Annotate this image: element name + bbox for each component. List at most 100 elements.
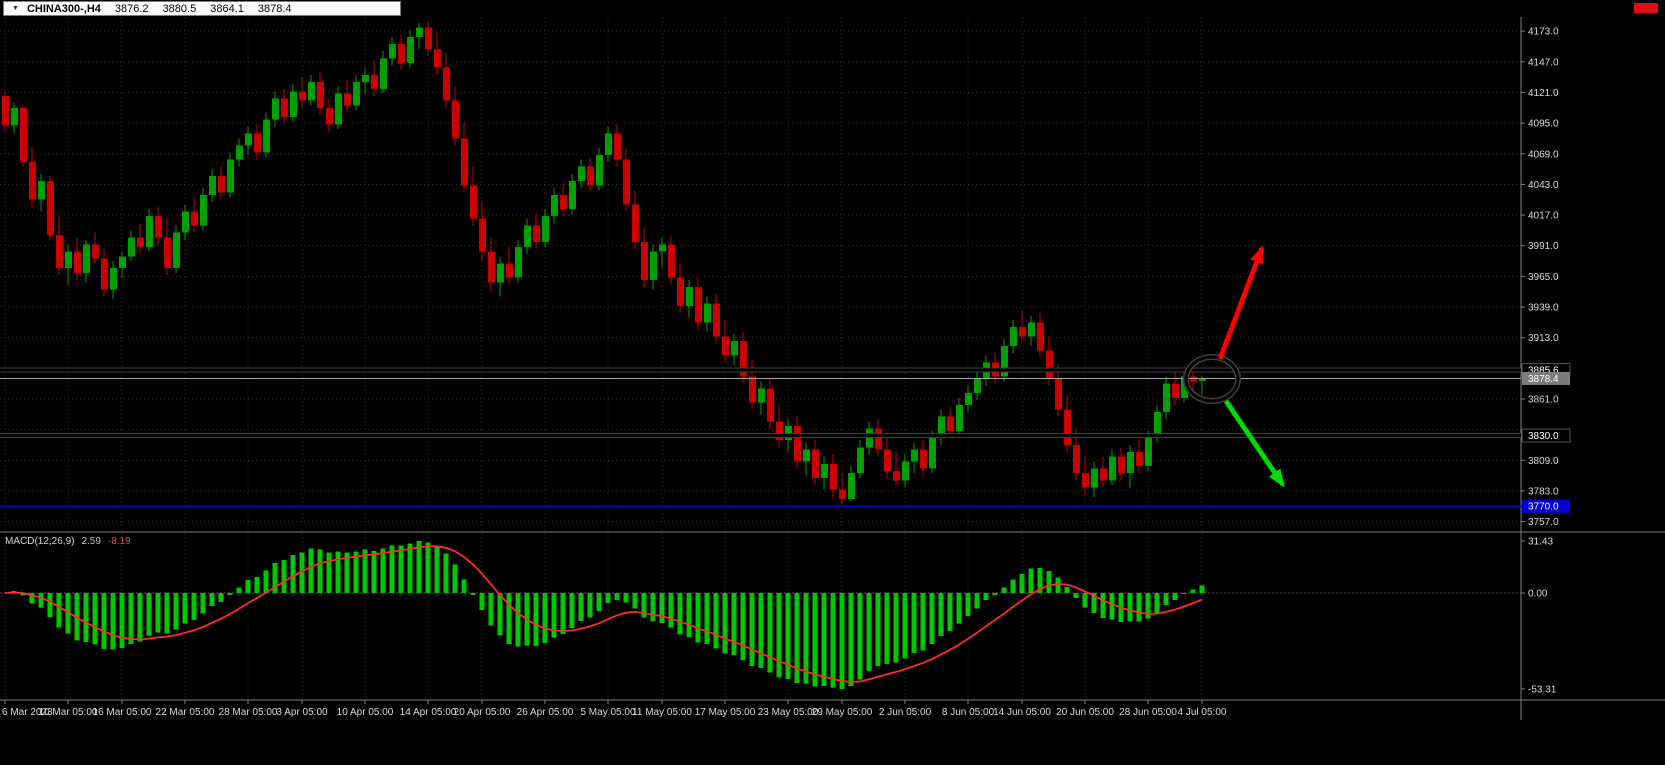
candle-body — [632, 204, 639, 243]
candle-body — [938, 416, 945, 438]
candle-body — [659, 244, 666, 252]
mid-support-level-label-text: 3830.0 — [1528, 431, 1559, 442]
candle-body — [335, 93, 342, 125]
macd-value: 2.59 — [81, 536, 101, 547]
candle-body — [128, 237, 135, 257]
candle-body — [1172, 383, 1179, 398]
macd-name: MACD(12,26,9) — [5, 536, 75, 547]
time-label: 28 Jun 05:00 — [1119, 707, 1177, 718]
candle-body — [92, 244, 99, 259]
level-lines[interactable] — [0, 367, 1521, 508]
candle-body — [191, 211, 198, 226]
candle-body — [578, 166, 585, 181]
candle-body — [164, 237, 171, 269]
candle-body — [38, 180, 45, 200]
candle-body — [425, 27, 432, 49]
symbol-timeframe-label: CHINA300-,H4 — [26, 2, 101, 15]
candle-body — [2, 95, 9, 126]
candle-body — [947, 416, 954, 431]
candle-body — [20, 107, 27, 163]
candle-body — [560, 195, 567, 210]
price-tick: 3757.0 — [1528, 517, 1559, 528]
mid-support-level-label-box — [1521, 428, 1571, 443]
macd-tick: 31.43 — [1528, 537, 1553, 548]
price-axis[interactable]: 4173.0 4147.0 4121.0 4095.0 4069.0 4043.0 4017… — [1521, 27, 1559, 528]
price-axis-markers: 3885.6 3830.0 3770.0 3878.4 — [1521, 363, 1571, 513]
candle-body — [479, 218, 486, 252]
candle-body — [614, 133, 621, 160]
price-tick: 3991.0 — [1528, 241, 1559, 252]
candle-body — [974, 378, 981, 394]
candle-body — [542, 216, 549, 243]
candle-body — [281, 98, 288, 118]
candle-body — [272, 98, 279, 120]
candle-body — [920, 449, 927, 469]
candle-body — [623, 159, 630, 205]
macd-tick: 0.00 — [1528, 589, 1548, 600]
candle-body — [830, 463, 837, 490]
price-tick: 4095.0 — [1528, 119, 1559, 130]
candles-layer — [2, 21, 1206, 504]
candle-body — [641, 242, 648, 280]
candle-body — [218, 176, 225, 193]
price-tick: 4069.0 — [1528, 149, 1559, 160]
candle-body — [587, 166, 594, 186]
price-tick: 4017.0 — [1528, 211, 1559, 222]
price-tick: 3783.0 — [1528, 486, 1559, 497]
time-label: 3 Apr 05:00 — [276, 707, 328, 718]
candle-body — [380, 58, 387, 89]
time-label: 16 Mar 05:00 — [93, 707, 152, 718]
candle-body — [551, 195, 558, 217]
candle-body — [677, 277, 684, 306]
candle-body — [1046, 350, 1053, 379]
candle-body — [146, 216, 153, 247]
time-label: 20 Jun 05:00 — [1056, 707, 1114, 718]
time-label: 28 Mar 05:00 — [219, 707, 278, 718]
candle-body — [362, 74, 369, 82]
candle-body — [254, 133, 261, 153]
candle-body — [731, 341, 738, 356]
up-arrow-annotation — [1217, 245, 1265, 360]
candle-body — [299, 91, 306, 101]
annotations[interactable] — [1183, 245, 1286, 488]
candle-body — [317, 81, 324, 108]
candle-body — [101, 258, 108, 290]
candle-body — [47, 180, 54, 236]
macd-axis: 31.43 0.00 -53.31 — [1521, 537, 1557, 696]
candle-body — [506, 263, 513, 278]
candle-body — [524, 225, 531, 247]
candle-body — [1100, 468, 1107, 481]
candle-body — [668, 244, 675, 278]
candle-body — [245, 133, 252, 146]
time-label: 20 Apr 05:00 — [454, 707, 511, 718]
candle-body — [839, 489, 846, 500]
chevron-down-icon[interactable]: ▼ — [12, 5, 19, 12]
candle-body — [740, 341, 747, 377]
symbol-quote-bar[interactable]: ▼ CHINA300-,H4 3876.2 3880.5 3864.1 3878… — [3, 1, 401, 16]
macd-signal-value: -8.19 — [107, 536, 131, 547]
candle-body — [452, 100, 459, 139]
candle-body — [1055, 378, 1062, 410]
candle-body — [1136, 452, 1143, 467]
candle-body — [1064, 409, 1071, 445]
candle-body — [263, 119, 270, 153]
time-label: 5 May 05:00 — [580, 707, 635, 718]
candle-body — [74, 251, 81, 273]
top-right-red-badge — [1634, 3, 1658, 13]
candle-body — [749, 376, 756, 403]
time-label: 10 Mar 05:00 — [39, 707, 98, 718]
time-label: 14 Jun 05:00 — [993, 707, 1051, 718]
candle-body — [596, 154, 603, 186]
candle-body — [713, 303, 720, 337]
price-tick: 3861.0 — [1528, 394, 1559, 405]
price-tick: 4043.0 — [1528, 180, 1559, 191]
candle-body — [1028, 322, 1035, 337]
candle-body — [209, 176, 216, 196]
chart-canvas[interactable]: 4173.0 4147.0 4121.0 4095.0 4069.0 4043.0 4017… — [0, 17, 1665, 765]
candle-body — [308, 81, 315, 101]
candle-body — [488, 251, 495, 283]
candle-body — [1163, 383, 1170, 412]
candle-body — [389, 44, 396, 59]
